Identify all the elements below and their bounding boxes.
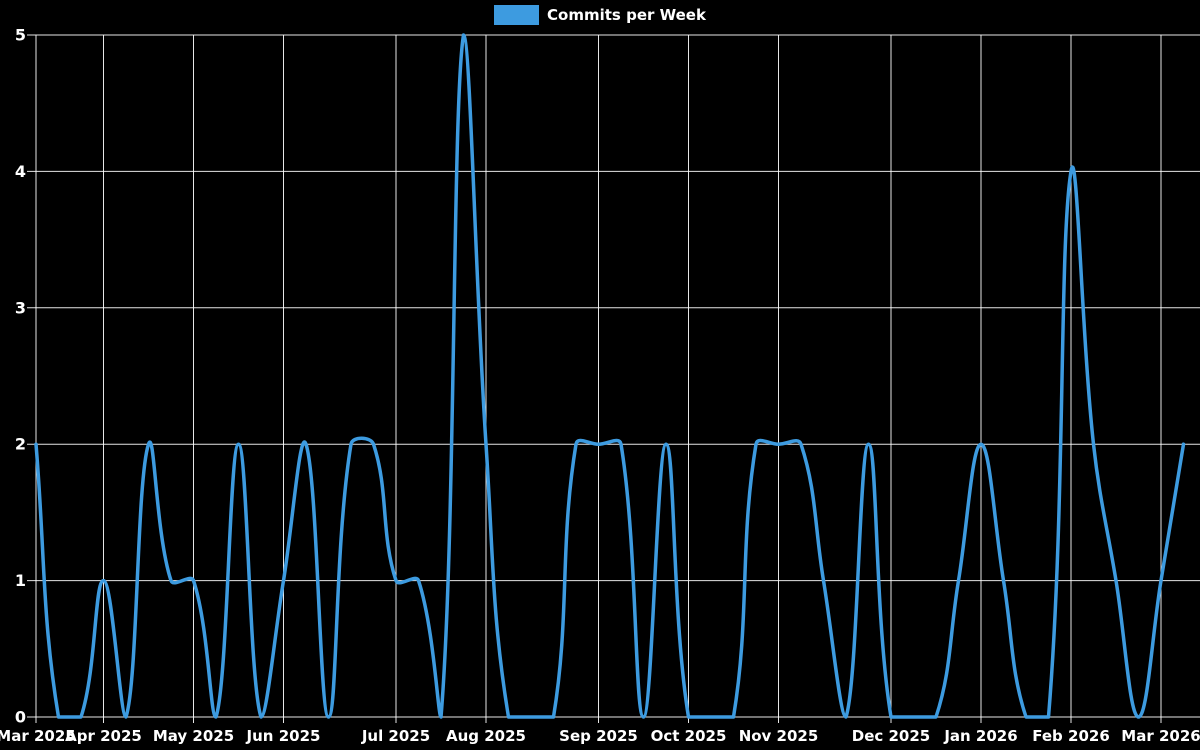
x-tick-label: Oct 2025: [651, 727, 727, 745]
x-tick-label: Jun 2025: [246, 727, 321, 745]
y-tick-label: 2: [15, 435, 26, 454]
x-tick-label: Jul 2025: [361, 727, 430, 745]
x-tick-label: Nov 2025: [739, 727, 819, 745]
x-tick-label: Apr 2025: [65, 727, 142, 745]
y-tick-label: 4: [15, 162, 26, 181]
x-tick-label: Mar 2025: [0, 727, 76, 745]
commits-line-path: [34, 33, 1186, 719]
y-tick-label: 5: [15, 26, 26, 45]
x-tick-label: Mar 2026: [1121, 727, 1200, 745]
chart-legend: Commits per Week: [0, 5, 1200, 25]
y-tick-label: 3: [15, 298, 26, 317]
x-tick-label: Aug 2025: [446, 727, 526, 745]
x-tick-label: Dec 2025: [852, 727, 931, 745]
legend-color-swatch-icon[interactable]: [494, 5, 540, 25]
x-tick-label: Jan 2026: [943, 727, 1017, 745]
x-tick-label: Feb 2026: [1032, 727, 1110, 745]
y-tick-label: 1: [15, 571, 26, 590]
legend-label[interactable]: Commits per Week: [547, 6, 706, 24]
x-tick-label: May 2025: [153, 727, 234, 745]
x-tick-label: Sep 2025: [559, 727, 638, 745]
y-tick-label: 0: [15, 708, 26, 727]
